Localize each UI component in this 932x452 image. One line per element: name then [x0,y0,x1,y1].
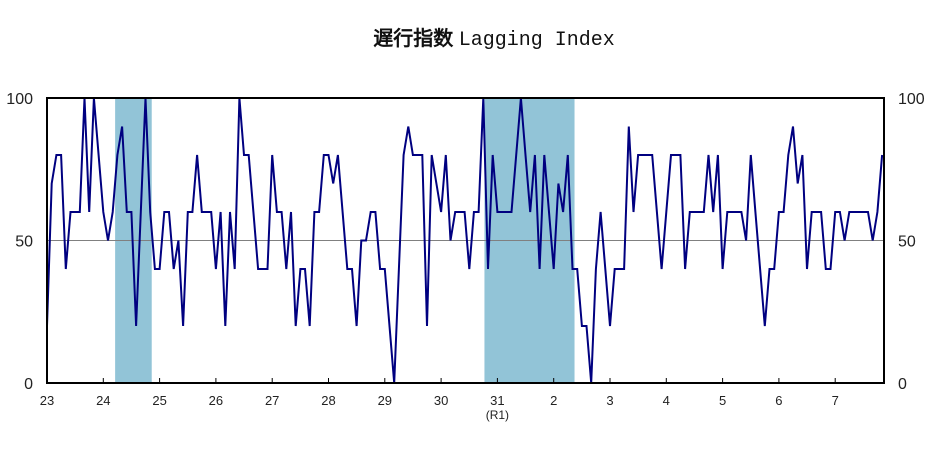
chart-title-en: Lagging Index [458,29,615,52]
x-tick-label: 7 [832,393,839,408]
x-axis: 23 24 25 26 27 28 29 30 31 2 3 4 5 6 7(R1) [40,378,839,422]
y-tick-label-right: 100 [898,91,925,108]
chart-title: 遅行指数 Lagging Index [0,22,932,52]
x-tick-label: 31 [490,393,504,408]
y-axis-left: 0 50 100 [6,91,33,393]
x-tick-label: 30 [434,393,448,408]
x-tick-label: 5 [719,393,726,408]
x-tick-sublabel: (R1) [486,408,509,422]
chart-title-jp: 遅行指数 [373,26,454,50]
y-tick-label-left: 50 [15,234,33,251]
x-tick-label: 6 [775,393,782,408]
y-tick-label-left: 100 [6,91,33,108]
x-tick-label: 27 [265,393,279,408]
y-axis-right: 0 50 100 [898,91,925,393]
y-tick-label-right: 50 [898,234,916,251]
x-tick-label: 2 [550,393,557,408]
y-tick-label-right: 0 [898,376,907,393]
plot-frame [46,97,885,384]
x-tick-label: 3 [606,393,613,408]
x-tick-label: 24 [96,393,110,408]
x-tick-label: 4 [663,393,670,408]
y-tick-label-left: 0 [24,376,33,393]
lagging-index-line [46,97,884,384]
x-tick-label: 28 [321,393,335,408]
x-tick-label: 26 [209,393,223,408]
x-tick-label: 25 [152,393,166,408]
x-tick-label: 23 [40,393,54,408]
x-tick-label: 29 [378,393,392,408]
